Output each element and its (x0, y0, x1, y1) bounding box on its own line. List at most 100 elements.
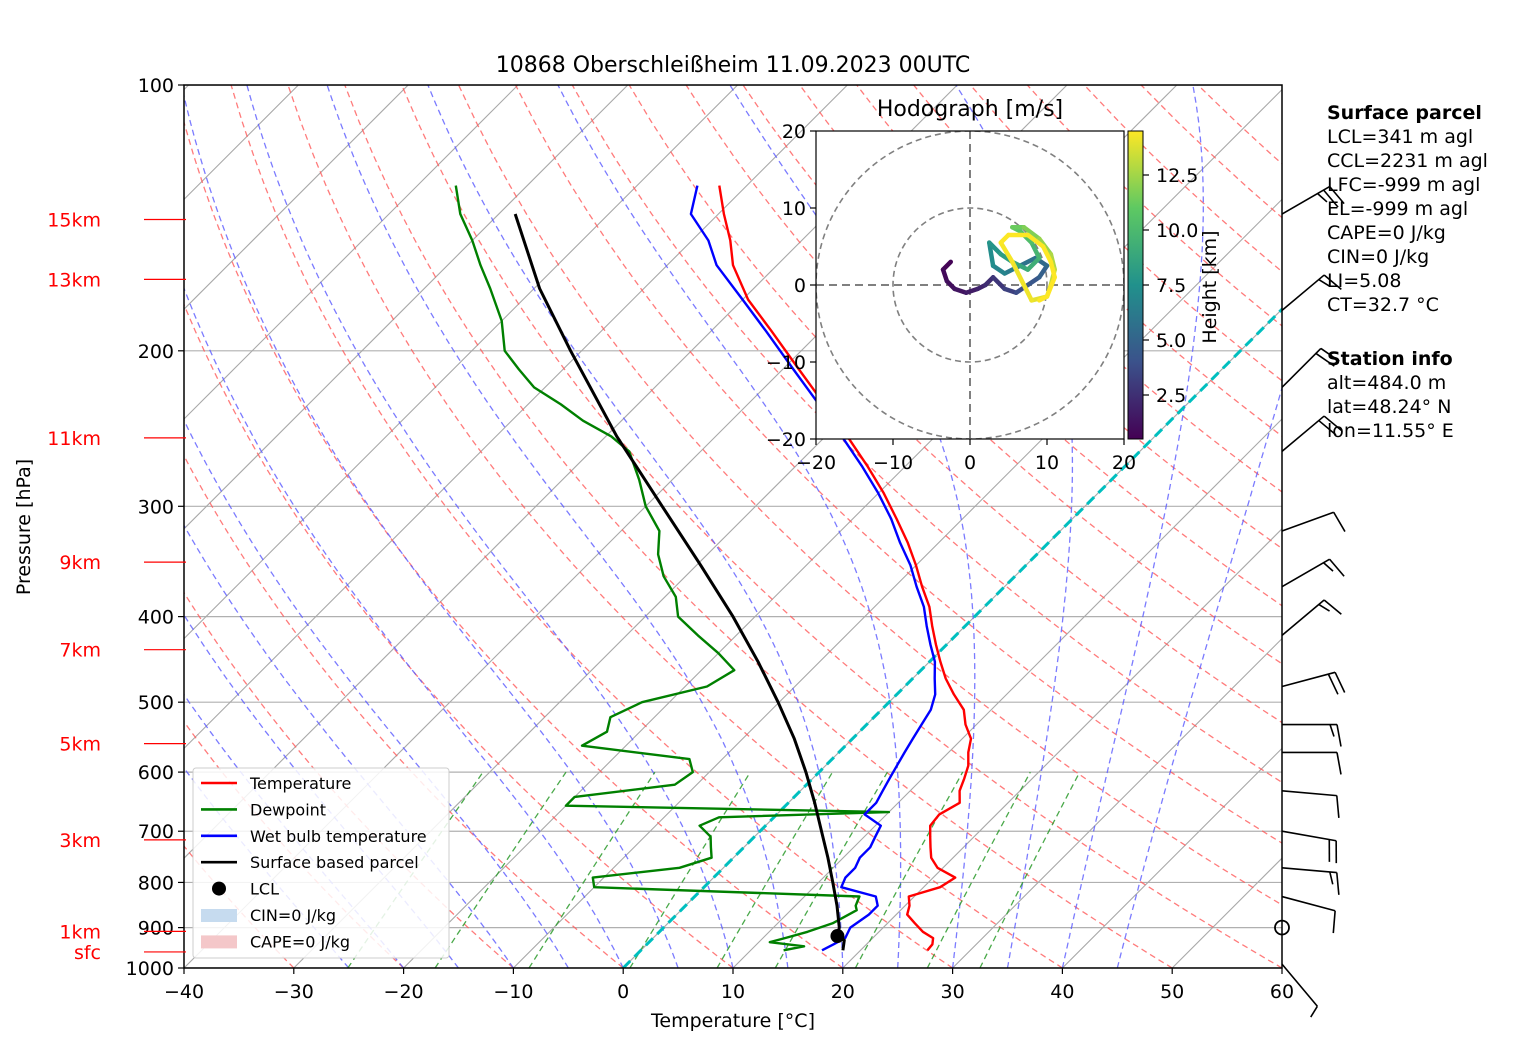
legend-swatch (212, 881, 226, 896)
wind-barb (1274, 919, 1290, 936)
legend-swatch (201, 935, 237, 949)
hodograph-segment (1037, 294, 1050, 303)
colorbar-label: Height [km] (1199, 230, 1221, 343)
barb-flag (1335, 795, 1340, 818)
hodograph-segment (990, 263, 1007, 276)
hodograph-segment (1021, 225, 1042, 242)
hodograph-segment (1002, 263, 1023, 276)
hodograph-segment (987, 240, 996, 268)
hodograph-y-tick-label: 10 (782, 198, 806, 220)
parcel-line (513, 213, 846, 951)
barb-staff (1281, 963, 1318, 1007)
wind-barb (1281, 790, 1340, 818)
legend-label: Temperature (249, 774, 351, 793)
hodograph-x-tick-label: −10 (873, 452, 913, 474)
x-tick-label: −10 (493, 981, 533, 1003)
barb-staff (1281, 415, 1325, 453)
mixing-ratio-line (434, 771, 567, 968)
dry-adiabat (514, 85, 1282, 844)
barb-flag (1323, 562, 1334, 572)
barb-flag (1316, 192, 1328, 203)
moist-adiabat (557, 85, 902, 968)
dry-adiabat (856, 85, 1282, 493)
surface-parcel-line: CIN=0 J/kg (1327, 246, 1430, 268)
colorbar (1127, 130, 1144, 440)
wind-barb (1282, 723, 1342, 747)
x-tick-label: −30 (274, 981, 314, 1003)
height-label: 3km (59, 830, 101, 852)
barb-flag (1329, 186, 1345, 205)
barb-staff (1281, 347, 1322, 388)
station-info-line: lon=11.55° E (1327, 420, 1454, 442)
isotherm-line (952, 637, 1282, 968)
isotherm-line (184, 85, 738, 640)
y-tick-label: 800 (138, 872, 174, 894)
hodograph-y-tick-label: 20 (782, 121, 806, 143)
isotherm-line (842, 528, 1282, 968)
colorbar-tick-label: 10.0 (1156, 220, 1198, 242)
lcl-marker (830, 929, 845, 944)
barb-staff (1281, 830, 1337, 842)
mixing-ratio-line (979, 771, 1081, 968)
barb-flag (1323, 274, 1342, 290)
hodograph-x-tick-label: 20 (1112, 452, 1136, 474)
hodograph-segment (1025, 232, 1046, 249)
y-axis-label: Pressure [hPa] (13, 459, 35, 595)
hodograph-y-tick-label: −20 (766, 429, 806, 451)
colorbar-tick-label: 5.0 (1156, 330, 1186, 352)
moist-adiabat (427, 85, 844, 968)
y-tick-label: 900 (138, 918, 174, 940)
barb-flag (1332, 910, 1336, 934)
hodograph-segment (1048, 259, 1057, 280)
barb-staff (1281, 274, 1325, 312)
barb-flag (1336, 752, 1342, 775)
barb-flag (1323, 415, 1342, 431)
dry-adiabat (458, 85, 1282, 906)
height-label: 5km (59, 734, 101, 756)
x-tick-label: 40 (1050, 981, 1074, 1003)
dry-adiabat (184, 120, 844, 968)
barb-staff (1281, 671, 1336, 688)
moist-adiabat (246, 85, 734, 968)
hodograph-segment (1017, 255, 1038, 268)
dry-adiabat (184, 454, 624, 968)
isotherm-line (184, 85, 519, 420)
height-label: sfc (74, 942, 101, 964)
calm-circle (1274, 919, 1290, 936)
isotherm-line (732, 418, 1282, 968)
station-info-heading: Station info (1327, 348, 1453, 370)
legend-label: Dewpoint (250, 800, 326, 819)
hodograph-segment (1044, 275, 1057, 299)
barb-staff (1281, 185, 1331, 215)
barb-staff (1281, 599, 1325, 636)
barb-flag (1318, 603, 1330, 612)
moist-adiabat (184, 524, 514, 968)
barb-flag (1336, 724, 1342, 747)
y-tick-label: 200 (138, 341, 174, 363)
hodograph-x-tick-label: 10 (1035, 452, 1059, 474)
moist-adiabat (326, 85, 789, 968)
dry-adiabat (230, 85, 953, 968)
mixing-ratio-line (716, 771, 834, 968)
barb-staff (1281, 511, 1334, 532)
station-info-line: lat=48.24° N (1327, 396, 1452, 418)
wind-barb (1281, 830, 1338, 864)
mixing-ratio-line (926, 771, 1031, 968)
isotherm-line (184, 85, 409, 310)
surface-parcel-line: LCL=341 m agl (1327, 126, 1474, 148)
mixing-ratio-line (774, 771, 888, 968)
x-tick-label: 30 (941, 981, 965, 1003)
wind-barb (1281, 511, 1346, 532)
dry-adiabat (287, 85, 1063, 968)
barb-flag (1332, 511, 1346, 532)
colorbar-ticks: 2.5 5.0 7.5 10.0 12.5 (1143, 165, 1198, 407)
height-label: 9km (59, 552, 101, 574)
isotherm-line (184, 85, 629, 530)
barb-flag (1318, 419, 1337, 436)
x-tick-label: 60 (1270, 981, 1294, 1003)
barb-staff (1281, 790, 1337, 797)
wind-barb (1281, 185, 1345, 215)
surface-parcel-line: CCL=2231 m agl (1327, 150, 1488, 172)
hodograph-segment (1029, 240, 1042, 261)
